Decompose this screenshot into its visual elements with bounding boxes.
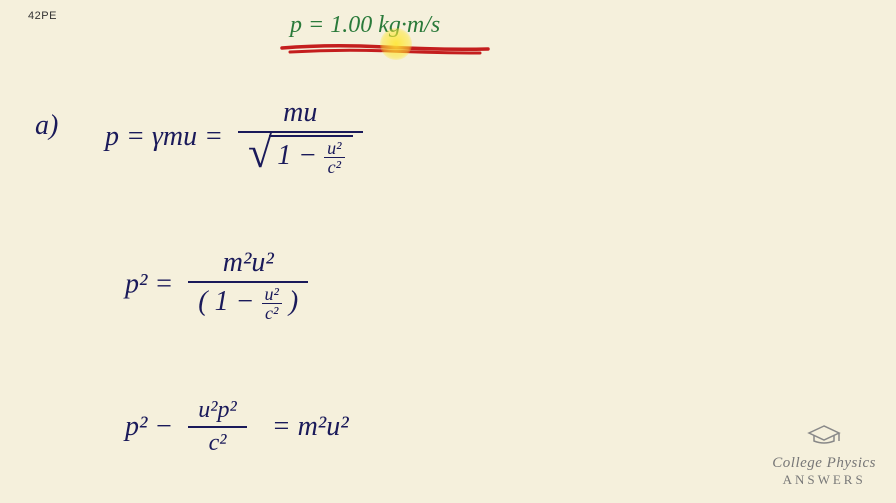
eq2-denom-frac-num: u² <box>262 285 282 304</box>
pointer-highlight <box>380 28 412 60</box>
part-a-label: a) <box>35 110 58 142</box>
site-logo: College Physics ANSWERS <box>772 423 876 488</box>
eq2-denom-suffix: ) <box>289 286 298 317</box>
eq1-fraction: mu √ 1 − u² c² <box>238 95 362 178</box>
sqrt-inner-fraction: u² c² <box>324 139 344 176</box>
eq2-denom-fraction: u² c² <box>262 285 282 322</box>
momentum-equation-3: p² − u²p² c² = m²u² <box>125 395 349 459</box>
eq3-p-squared: p² − <box>125 411 173 442</box>
eq2-numerator: m²u² <box>188 245 308 283</box>
eq3-right-side: = m²u² <box>272 411 349 442</box>
eq2-denom-frac-den: c² <box>262 304 282 322</box>
sqrt-prefix: 1 − <box>277 140 324 171</box>
logo-sub-text: ANSWERS <box>772 472 876 488</box>
eq2-denominator: ( 1 − u² c² ) <box>188 283 308 324</box>
graduation-cap-icon <box>772 423 876 453</box>
sqrt-frac-den: c² <box>324 158 344 176</box>
sqrt-frac-num: u² <box>324 139 344 158</box>
eq1-denominator: √ 1 − u² c² <box>238 133 362 178</box>
eq1-left-side: p = γmu = <box>105 121 223 153</box>
eq2-fraction: m²u² ( 1 − u² c² ) <box>188 245 308 324</box>
eq3-frac-num: u²p² <box>188 395 246 428</box>
given-momentum: p = 1.00 kg·m/s <box>290 12 440 39</box>
eq3-frac-den: c² <box>188 428 246 459</box>
momentum-equation-2: p² = m²u² ( 1 − u² c² ) <box>125 245 316 324</box>
problem-number: 42PE <box>28 10 57 22</box>
eq3-fraction: u²p² c² <box>188 395 246 459</box>
eq2-denom-prefix: ( 1 − <box>198 286 261 317</box>
momentum-equation-1: p = γmu = mu √ 1 − u² c² <box>105 95 371 178</box>
eq2-left: p² = <box>125 269 173 300</box>
logo-main-text: College Physics <box>772 455 876 472</box>
